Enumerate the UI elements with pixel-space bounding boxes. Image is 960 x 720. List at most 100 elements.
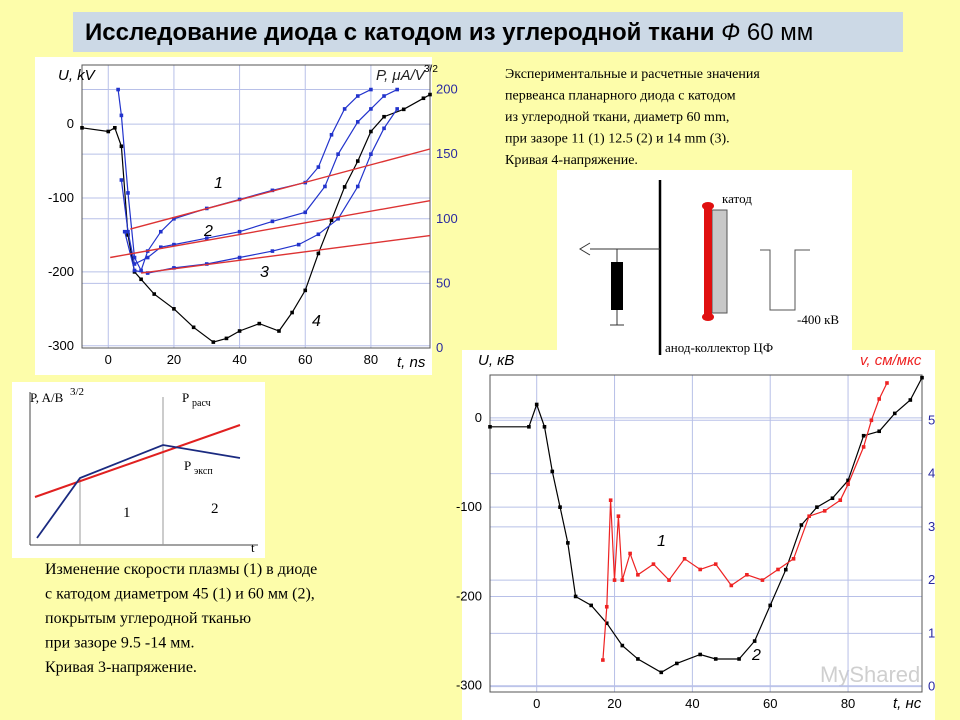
point (277, 329, 281, 333)
y-tick-label: -200 (456, 588, 482, 603)
cathode-end (702, 313, 714, 321)
point (122, 229, 127, 234)
sketch-ylabel: P, A/B (30, 390, 64, 405)
point (382, 94, 386, 98)
y-axis-label: U, кВ (478, 352, 514, 369)
point (132, 268, 137, 273)
series-label: 2 (751, 647, 761, 664)
y-axis-label: U, kV (58, 67, 97, 84)
y-tick-label: -100 (456, 499, 482, 514)
sketch: P, A/B 3/2 P расч P эксп 1 2 t (12, 382, 265, 558)
point (224, 336, 229, 341)
x-tick-label: 0 (105, 352, 112, 367)
point (885, 381, 889, 385)
point (303, 288, 308, 293)
point (760, 578, 765, 582)
point (620, 578, 625, 582)
point (527, 424, 531, 429)
point (329, 218, 334, 222)
series-label: 4 (312, 313, 321, 330)
point (550, 469, 555, 474)
point (861, 445, 866, 449)
series-line (602, 382, 888, 661)
x-tick-label: 20 (167, 352, 181, 367)
point (768, 603, 773, 608)
x-tick-label: 40 (685, 696, 699, 711)
point (628, 551, 632, 556)
point (158, 229, 163, 234)
point (636, 657, 640, 661)
resistor (611, 262, 623, 310)
schematic: катод -400 кВ анод-коллектор ЦФ (557, 170, 852, 355)
point (608, 498, 613, 503)
pulse (760, 249, 810, 311)
series-label: 2 (203, 223, 213, 240)
point (421, 96, 426, 101)
point (211, 340, 216, 344)
point (616, 514, 621, 518)
point (776, 567, 780, 572)
x-axis-label: t, ns (397, 354, 426, 371)
sketch-ylabel-sup: 3/2 (70, 386, 84, 398)
point (336, 216, 340, 221)
point (323, 184, 327, 189)
caption-line: при зазоре 9.5 -14 мм. (45, 635, 194, 652)
point (682, 557, 687, 561)
point (126, 233, 130, 237)
y2-tick-label: 50 (436, 275, 450, 290)
point (191, 325, 196, 330)
point (342, 185, 347, 189)
y-tick-label: 0 (475, 410, 482, 425)
point (791, 557, 796, 561)
calc-label: P (182, 390, 189, 405)
point (316, 165, 321, 169)
point (783, 567, 788, 572)
point (106, 129, 111, 134)
y2-tick-label: 0 (436, 340, 443, 355)
point (612, 578, 617, 582)
point (401, 107, 406, 112)
y-tick-label: 0 (67, 116, 74, 131)
caption-line: при зазоре 11 (1) 12.5 (2) и 14 mm (3). (505, 132, 730, 147)
point (296, 242, 301, 247)
caption-line: Экспериментальные и расчетные значения (505, 67, 760, 82)
point (659, 670, 664, 675)
point (675, 661, 679, 666)
point (877, 429, 881, 434)
y2-axis-label-sup: 3/2 (424, 64, 438, 75)
point (132, 255, 137, 260)
caption-line: Кривая 4-напряжение. (505, 153, 638, 168)
cathode-end (702, 202, 714, 210)
point (488, 424, 492, 429)
arrow (579, 242, 591, 256)
point (119, 178, 124, 182)
point (119, 113, 124, 118)
point (698, 652, 702, 657)
x-tick-label: 0 (533, 696, 540, 711)
point (145, 255, 150, 260)
exp-line (36, 444, 241, 539)
point (752, 639, 757, 643)
y-tick-label: -300 (456, 678, 482, 693)
x-tick-label: 80 (841, 696, 855, 711)
y-tick-label: -200 (48, 264, 74, 279)
point (869, 418, 874, 423)
y2-tick-label: 3 (928, 519, 935, 534)
point (355, 94, 360, 98)
point (237, 229, 242, 234)
y2-axis-label: v, см/мкс (860, 352, 922, 369)
voltage-label: -400 кВ (797, 312, 839, 327)
cathode-fabric (711, 209, 728, 314)
point (395, 87, 399, 92)
region-label: 1 (123, 505, 131, 521)
series-label: 3 (260, 264, 269, 281)
point (116, 87, 120, 92)
point (355, 120, 360, 124)
point (573, 594, 578, 599)
point (316, 251, 321, 256)
point (80, 126, 84, 130)
point (604, 621, 609, 626)
point (237, 255, 242, 260)
caption-line: первеанса планарного диода с катодом (505, 89, 736, 104)
